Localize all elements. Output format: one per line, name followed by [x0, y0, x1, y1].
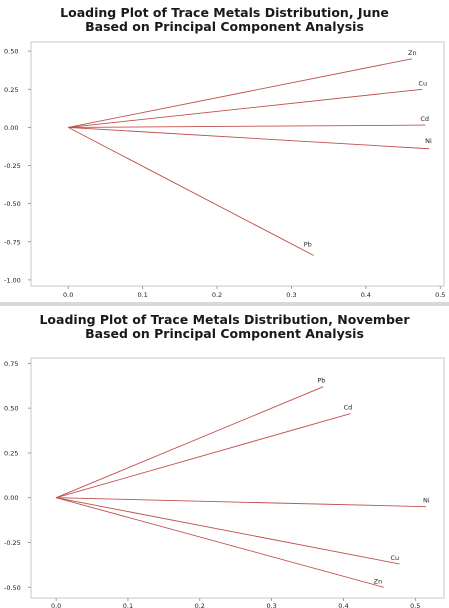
x-tick-label: 0.5 — [410, 602, 420, 608]
y-tick-label: -0.50 — [4, 200, 21, 208]
y-tick-label: -0.25 — [4, 162, 21, 170]
variable-label-cd: Cd — [344, 404, 353, 412]
chart-title: Loading Plot of Trace Metals Distributio… — [0, 313, 449, 341]
loading-line-cd — [68, 124, 426, 128]
x-tick-label: 0.3 — [266, 602, 276, 608]
chart-title: Loading Plot of Trace Metals Distributio… — [0, 6, 449, 34]
y-tick-label: 0.25 — [4, 86, 18, 94]
variable-label-cu: Cu — [418, 79, 427, 87]
november-chart: Loading Plot of Trace Metals Distributio… — [0, 307, 449, 608]
y-tick-label: -1.00 — [4, 276, 21, 284]
loading-line-zn — [68, 58, 413, 128]
variable-label-zn: Zn — [374, 577, 383, 585]
variable-label-pb: Pb — [304, 241, 312, 249]
plot-frame — [30, 41, 445, 287]
y-tick-label: 0.00 — [4, 494, 18, 502]
variable-label-ni: Ni — [423, 497, 430, 505]
y-tick-label: 0.25 — [4, 449, 18, 457]
x-tick-label: 0.4 — [338, 602, 348, 608]
chart-divider — [0, 302, 449, 306]
loading-line-pb — [55, 386, 324, 499]
x-tick-label: 0.1 — [137, 291, 147, 299]
y-tick-label: -0.75 — [4, 238, 21, 246]
loading-line-pb — [67, 127, 314, 256]
y-tick-label: 0.50 — [4, 405, 18, 413]
x-tick-label: 0.3 — [286, 291, 296, 299]
x-tick-label: 0.2 — [195, 602, 205, 608]
chart-title-line-1: Loading Plot of Trace Metals Distributio… — [60, 5, 389, 20]
x-tick-label: 0.1 — [123, 602, 133, 608]
y-tick-label: -0.50 — [4, 584, 21, 592]
loading-line-ni — [68, 126, 430, 150]
november-plot-area: 0.75 0.50 0.25 0.00 -0.25 -0.50 0.0 0.1 0.2 0.3 0.… — [4, 357, 445, 608]
x-tick-label: 0.4 — [361, 291, 371, 299]
y-tick-label: -0.25 — [4, 539, 21, 547]
x-tick-label: 0.0 — [63, 291, 73, 299]
x-tick-label: 0.5 — [435, 291, 445, 299]
y-tick-label: 0.50 — [4, 48, 18, 56]
chart-title-line-1: Loading Plot of Trace Metals Distributio… — [39, 312, 410, 327]
y-tick-label: 0.00 — [4, 124, 18, 132]
loading-line-cu — [68, 88, 423, 128]
loading-line-ni — [56, 497, 427, 508]
variable-label-pb: Pb — [317, 377, 325, 385]
x-tick-label: 0.0 — [51, 602, 61, 608]
june-plot-area: 0.50 0.25 0.00 -0.25 -0.50 -0.75 -1.00 0.0 0.1 0.… — [4, 41, 445, 299]
loading-line-zn — [56, 497, 384, 588]
loading-line-cu — [56, 497, 400, 565]
variable-label-zn: Zn — [408, 49, 417, 57]
x-tick-label: 0.2 — [212, 291, 222, 299]
variable-label-cd: Cd — [420, 115, 429, 123]
loading-line-cd — [56, 413, 351, 499]
variable-label-ni: Ni — [425, 137, 432, 145]
chart-subtitle: Based on Principal Component Analysis — [85, 326, 364, 341]
variable-label-cu: Cu — [390, 554, 399, 562]
chart-subtitle: Based on Principal Component Analysis — [85, 19, 364, 34]
plot-frame — [30, 357, 445, 599]
june-chart: Loading Plot of Trace Metals Distributio… — [0, 0, 449, 301]
y-tick-label: 0.75 — [4, 360, 18, 368]
